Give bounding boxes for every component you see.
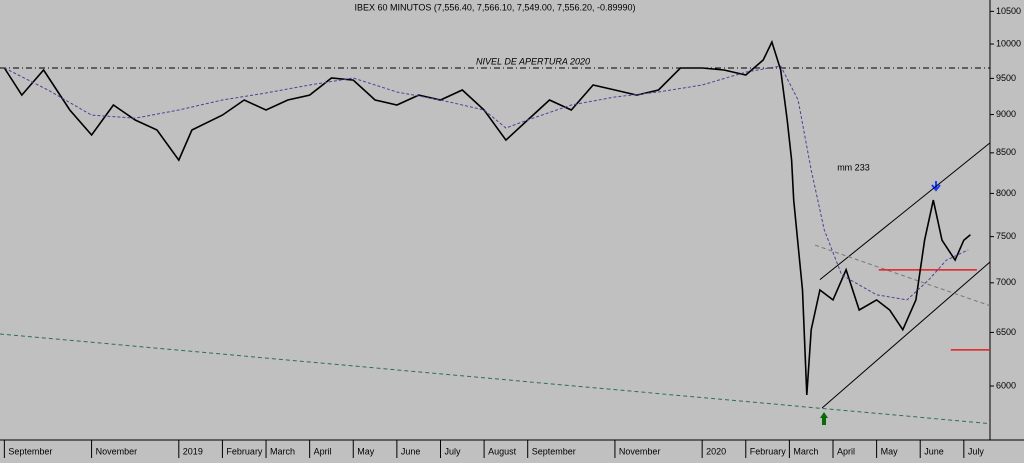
- chart-title: IBEX 60 MINUTOS (7,556.40, 7,566.10, 7,5…: [354, 2, 635, 12]
- y-tick-label: 8000: [996, 188, 1016, 198]
- y-tick-label: 7000: [996, 277, 1016, 287]
- x-tick-label: May: [357, 446, 375, 456]
- x-tick-label: March: [270, 446, 295, 456]
- x-tick-label: November: [96, 446, 138, 456]
- x-tick-label: February: [226, 446, 263, 456]
- series-line: [4, 65, 969, 301]
- x-tick-label: June: [401, 446, 421, 456]
- y-tick-label: 7500: [996, 231, 1016, 241]
- reference-label: NIVEL DE APERTURA 2020: [476, 56, 590, 66]
- x-tick-label: July: [968, 446, 985, 456]
- y-tick-label: 6000: [996, 380, 1016, 390]
- x-tick-label: February: [750, 446, 787, 456]
- trend-line: [0, 333, 991, 425]
- x-tick-label: April: [837, 446, 855, 456]
- x-tick-label: May: [881, 446, 899, 456]
- x-tick-label: September: [532, 446, 576, 456]
- y-tick-label: 9000: [996, 109, 1016, 119]
- y-tick-label: 6500: [996, 327, 1016, 337]
- x-tick-label: September: [8, 446, 52, 456]
- series-label: mm 233: [837, 163, 870, 173]
- x-tick-label: June: [924, 446, 944, 456]
- y-tick-label: 10500: [996, 6, 1021, 16]
- x-tick-label: April: [314, 446, 332, 456]
- x-tick-label: 2020: [706, 446, 726, 456]
- up-arrow: [820, 412, 828, 425]
- trend-line: [814, 244, 991, 307]
- y-tick-label: 8500: [996, 147, 1016, 157]
- x-tick-label: November: [619, 446, 661, 456]
- down-arrow: [931, 181, 941, 192]
- trend-line: [821, 261, 991, 409]
- y-tick-label: 9500: [996, 73, 1016, 83]
- x-tick-label: March: [793, 446, 818, 456]
- series-line: [3, 39, 971, 396]
- y-tick-label: 10000: [996, 38, 1021, 48]
- x-tick-label: 2019: [183, 446, 203, 456]
- x-tick-label: August: [488, 446, 517, 456]
- x-tick-label: July: [444, 446, 461, 456]
